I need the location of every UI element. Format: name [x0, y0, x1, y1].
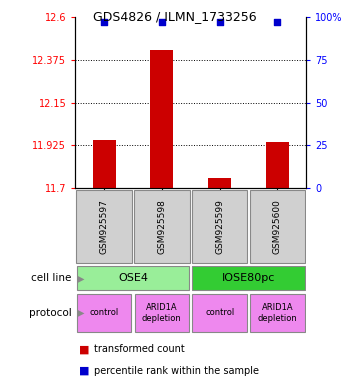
Text: control: control [205, 308, 234, 318]
Bar [77, 293, 131, 333]
Bar [250, 190, 305, 263]
Bar [77, 266, 189, 291]
Text: ■: ■ [79, 344, 89, 354]
Text: ARID1A
depletion: ARID1A depletion [142, 303, 182, 323]
Bar [193, 266, 304, 291]
Bar [192, 190, 247, 263]
Text: protocol: protocol [29, 308, 72, 318]
Bar [76, 190, 132, 263]
Bar [134, 190, 190, 263]
Text: cell line: cell line [32, 273, 72, 283]
Bar [135, 293, 189, 333]
Bar [150, 50, 174, 188]
Text: ▶: ▶ [77, 308, 84, 318]
Text: OSE4: OSE4 [118, 273, 148, 283]
Text: GSM925600: GSM925600 [273, 199, 282, 254]
Text: transformed count: transformed count [94, 344, 185, 354]
Bar [92, 140, 116, 188]
Point [102, 19, 107, 25]
Text: GSM925598: GSM925598 [158, 199, 166, 254]
Text: percentile rank within the sample: percentile rank within the sample [94, 366, 259, 376]
Text: GSM925597: GSM925597 [100, 199, 108, 254]
Text: ■: ■ [79, 366, 89, 376]
Text: ARID1A
depletion: ARID1A depletion [258, 303, 297, 323]
Bar [193, 293, 247, 333]
Text: GDS4826 / ILMN_1733256: GDS4826 / ILMN_1733256 [93, 10, 257, 23]
Text: control: control [90, 308, 119, 318]
Point [274, 19, 280, 25]
Text: ▶: ▶ [77, 273, 84, 283]
Bar [250, 293, 304, 333]
Bar [266, 142, 289, 188]
Point [159, 19, 165, 25]
Point [217, 19, 223, 25]
Bar [208, 178, 231, 188]
Text: GSM925599: GSM925599 [215, 199, 224, 254]
Text: IOSE80pc: IOSE80pc [222, 273, 275, 283]
